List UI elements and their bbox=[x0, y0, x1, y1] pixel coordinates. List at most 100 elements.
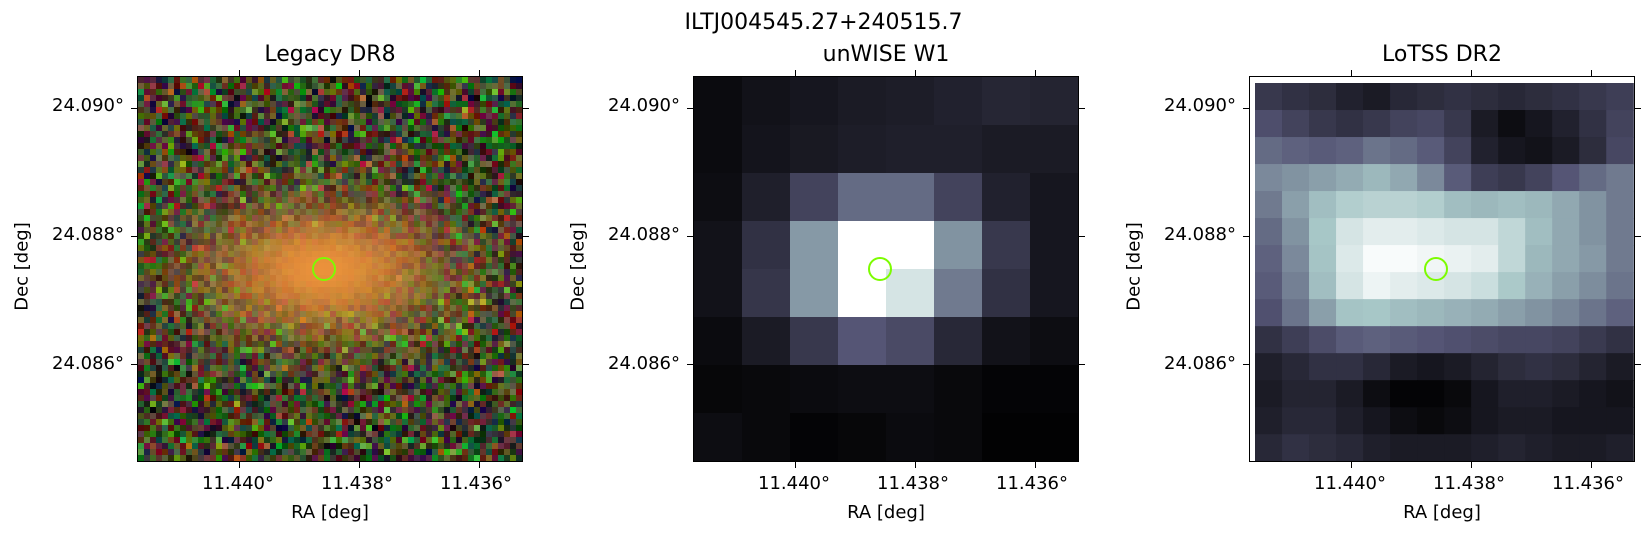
heatmap-cell bbox=[1282, 299, 1310, 327]
heatmap-cell bbox=[886, 365, 935, 414]
heatmap-cell bbox=[1309, 299, 1337, 327]
x-tick-mark bbox=[479, 461, 480, 468]
heatmap-cell bbox=[1471, 407, 1499, 435]
heatmap-cell bbox=[1498, 380, 1526, 408]
heatmap-cell bbox=[1552, 299, 1580, 327]
heatmap-cell bbox=[1255, 353, 1283, 381]
heatmap-cell bbox=[1030, 365, 1078, 414]
heatmap-cell bbox=[1255, 110, 1283, 138]
heatmap-cell bbox=[1336, 299, 1364, 327]
heatmap-cell bbox=[1579, 83, 1607, 111]
x-tick-mark bbox=[795, 461, 796, 468]
heatmap-cell bbox=[838, 269, 887, 318]
heatmap-cell bbox=[934, 77, 983, 126]
heatmap-cell bbox=[1390, 245, 1418, 273]
heatmap-cell bbox=[1444, 299, 1472, 327]
y-tick-mark-right bbox=[522, 364, 529, 365]
heatmap-cell bbox=[886, 317, 935, 366]
heatmap-cell bbox=[838, 365, 887, 414]
heatmap-cell bbox=[1255, 407, 1283, 435]
heatmap-cell bbox=[1471, 299, 1499, 327]
heatmap-cell bbox=[1390, 299, 1418, 327]
heatmap-cell bbox=[1363, 380, 1391, 408]
heatmap-cell bbox=[1417, 218, 1445, 246]
heatmap-cell bbox=[1336, 245, 1364, 273]
y-tick-mark-right bbox=[1078, 108, 1085, 109]
x-tick-mark-top bbox=[1471, 70, 1472, 77]
heatmap-cell bbox=[790, 77, 839, 126]
heatmap-cell bbox=[1444, 407, 1472, 435]
heatmap-cell bbox=[1525, 164, 1553, 192]
panel-title: LoTSS DR2 bbox=[1382, 42, 1502, 67]
heatmap-cell bbox=[1606, 299, 1634, 327]
x-tick-label: 11.438° bbox=[321, 473, 393, 494]
heatmap-cell bbox=[1255, 137, 1283, 165]
heatmap-cell bbox=[1309, 164, 1337, 192]
heatmap-cell bbox=[1363, 434, 1391, 461]
heatmap-cell bbox=[1282, 218, 1310, 246]
panel-lotss-dr2: LoTSS DR2 Dec [deg] RA [deg] 11.440° 11.… bbox=[1112, 0, 1641, 539]
heatmap-cell bbox=[1336, 407, 1364, 435]
image-plot-area bbox=[693, 76, 1079, 462]
heatmap-cell bbox=[1417, 83, 1445, 111]
y-tick-label: 24.090° bbox=[608, 95, 680, 116]
y-tick-mark bbox=[1243, 108, 1250, 109]
x-tick-label: 11.440° bbox=[758, 473, 830, 494]
heatmap-cell bbox=[982, 173, 1031, 222]
heatmap-cell bbox=[694, 365, 743, 414]
heatmap-cell bbox=[934, 221, 983, 270]
heatmap-cell bbox=[1579, 272, 1607, 300]
heatmap-cell bbox=[1444, 353, 1472, 381]
x-axis-label: RA [deg] bbox=[847, 502, 925, 523]
heatmap-cell bbox=[1552, 137, 1580, 165]
heatmap-cell bbox=[1498, 353, 1526, 381]
heatmap-cell bbox=[1030, 269, 1078, 318]
heatmap-cell bbox=[1444, 83, 1472, 111]
x-tick-mark-top bbox=[795, 70, 796, 77]
heatmap-cell bbox=[1417, 191, 1445, 219]
heatmap-cell bbox=[1552, 164, 1580, 192]
heatmap-cell bbox=[1579, 110, 1607, 138]
heatmap-cell bbox=[1579, 164, 1607, 192]
heatmap-cell bbox=[1579, 299, 1607, 327]
heatmap-cell bbox=[1552, 326, 1580, 354]
heatmap-cell bbox=[838, 125, 887, 174]
heatmap-cell bbox=[1309, 380, 1337, 408]
heatmap-cell bbox=[1030, 125, 1078, 174]
x-tick-label: 11.436° bbox=[996, 473, 1068, 494]
heatmap-cell bbox=[1552, 380, 1580, 408]
heatmap-cell bbox=[1552, 407, 1580, 435]
x-tick-mark bbox=[1351, 461, 1352, 468]
heatmap-cell bbox=[742, 125, 791, 174]
heatmap-cell bbox=[1255, 299, 1283, 327]
heatmap-cell bbox=[1390, 434, 1418, 461]
heatmap-cell bbox=[1525, 272, 1553, 300]
heatmap-cell bbox=[742, 317, 791, 366]
heatmap-cell bbox=[838, 317, 887, 366]
heatmap-cell bbox=[1525, 407, 1553, 435]
heatmap-cell bbox=[1336, 137, 1364, 165]
heatmap-cell bbox=[1606, 326, 1634, 354]
heatmap-cell bbox=[934, 173, 983, 222]
heatmap-cell bbox=[742, 77, 791, 126]
heatmap-cell bbox=[1444, 245, 1472, 273]
heatmap-cell bbox=[1255, 380, 1283, 408]
heatmap-cell bbox=[1525, 326, 1553, 354]
panel-legacy-dr8: Legacy DR8 Dec [deg] RA [deg] 11.440° 11… bbox=[0, 0, 529, 539]
y-tick-mark-right bbox=[1078, 236, 1085, 237]
heatmap-cell bbox=[1471, 191, 1499, 219]
heatmap-cell bbox=[1282, 353, 1310, 381]
y-tick-mark-right bbox=[522, 108, 529, 109]
y-tick-label: 24.086° bbox=[608, 353, 680, 374]
heatmap-cell bbox=[1606, 164, 1634, 192]
source-position-marker bbox=[868, 257, 892, 281]
y-tick-label: 24.088° bbox=[608, 224, 680, 245]
heatmap-cell bbox=[1255, 218, 1283, 246]
heatmap-cell bbox=[1030, 173, 1078, 222]
heatmap-cell bbox=[1282, 137, 1310, 165]
heatmap-cell bbox=[886, 125, 935, 174]
heatmap-cell bbox=[982, 125, 1031, 174]
legacy-rgb-image bbox=[138, 77, 522, 461]
heatmap-cell bbox=[1417, 353, 1445, 381]
heatmap-cell bbox=[1444, 164, 1472, 192]
